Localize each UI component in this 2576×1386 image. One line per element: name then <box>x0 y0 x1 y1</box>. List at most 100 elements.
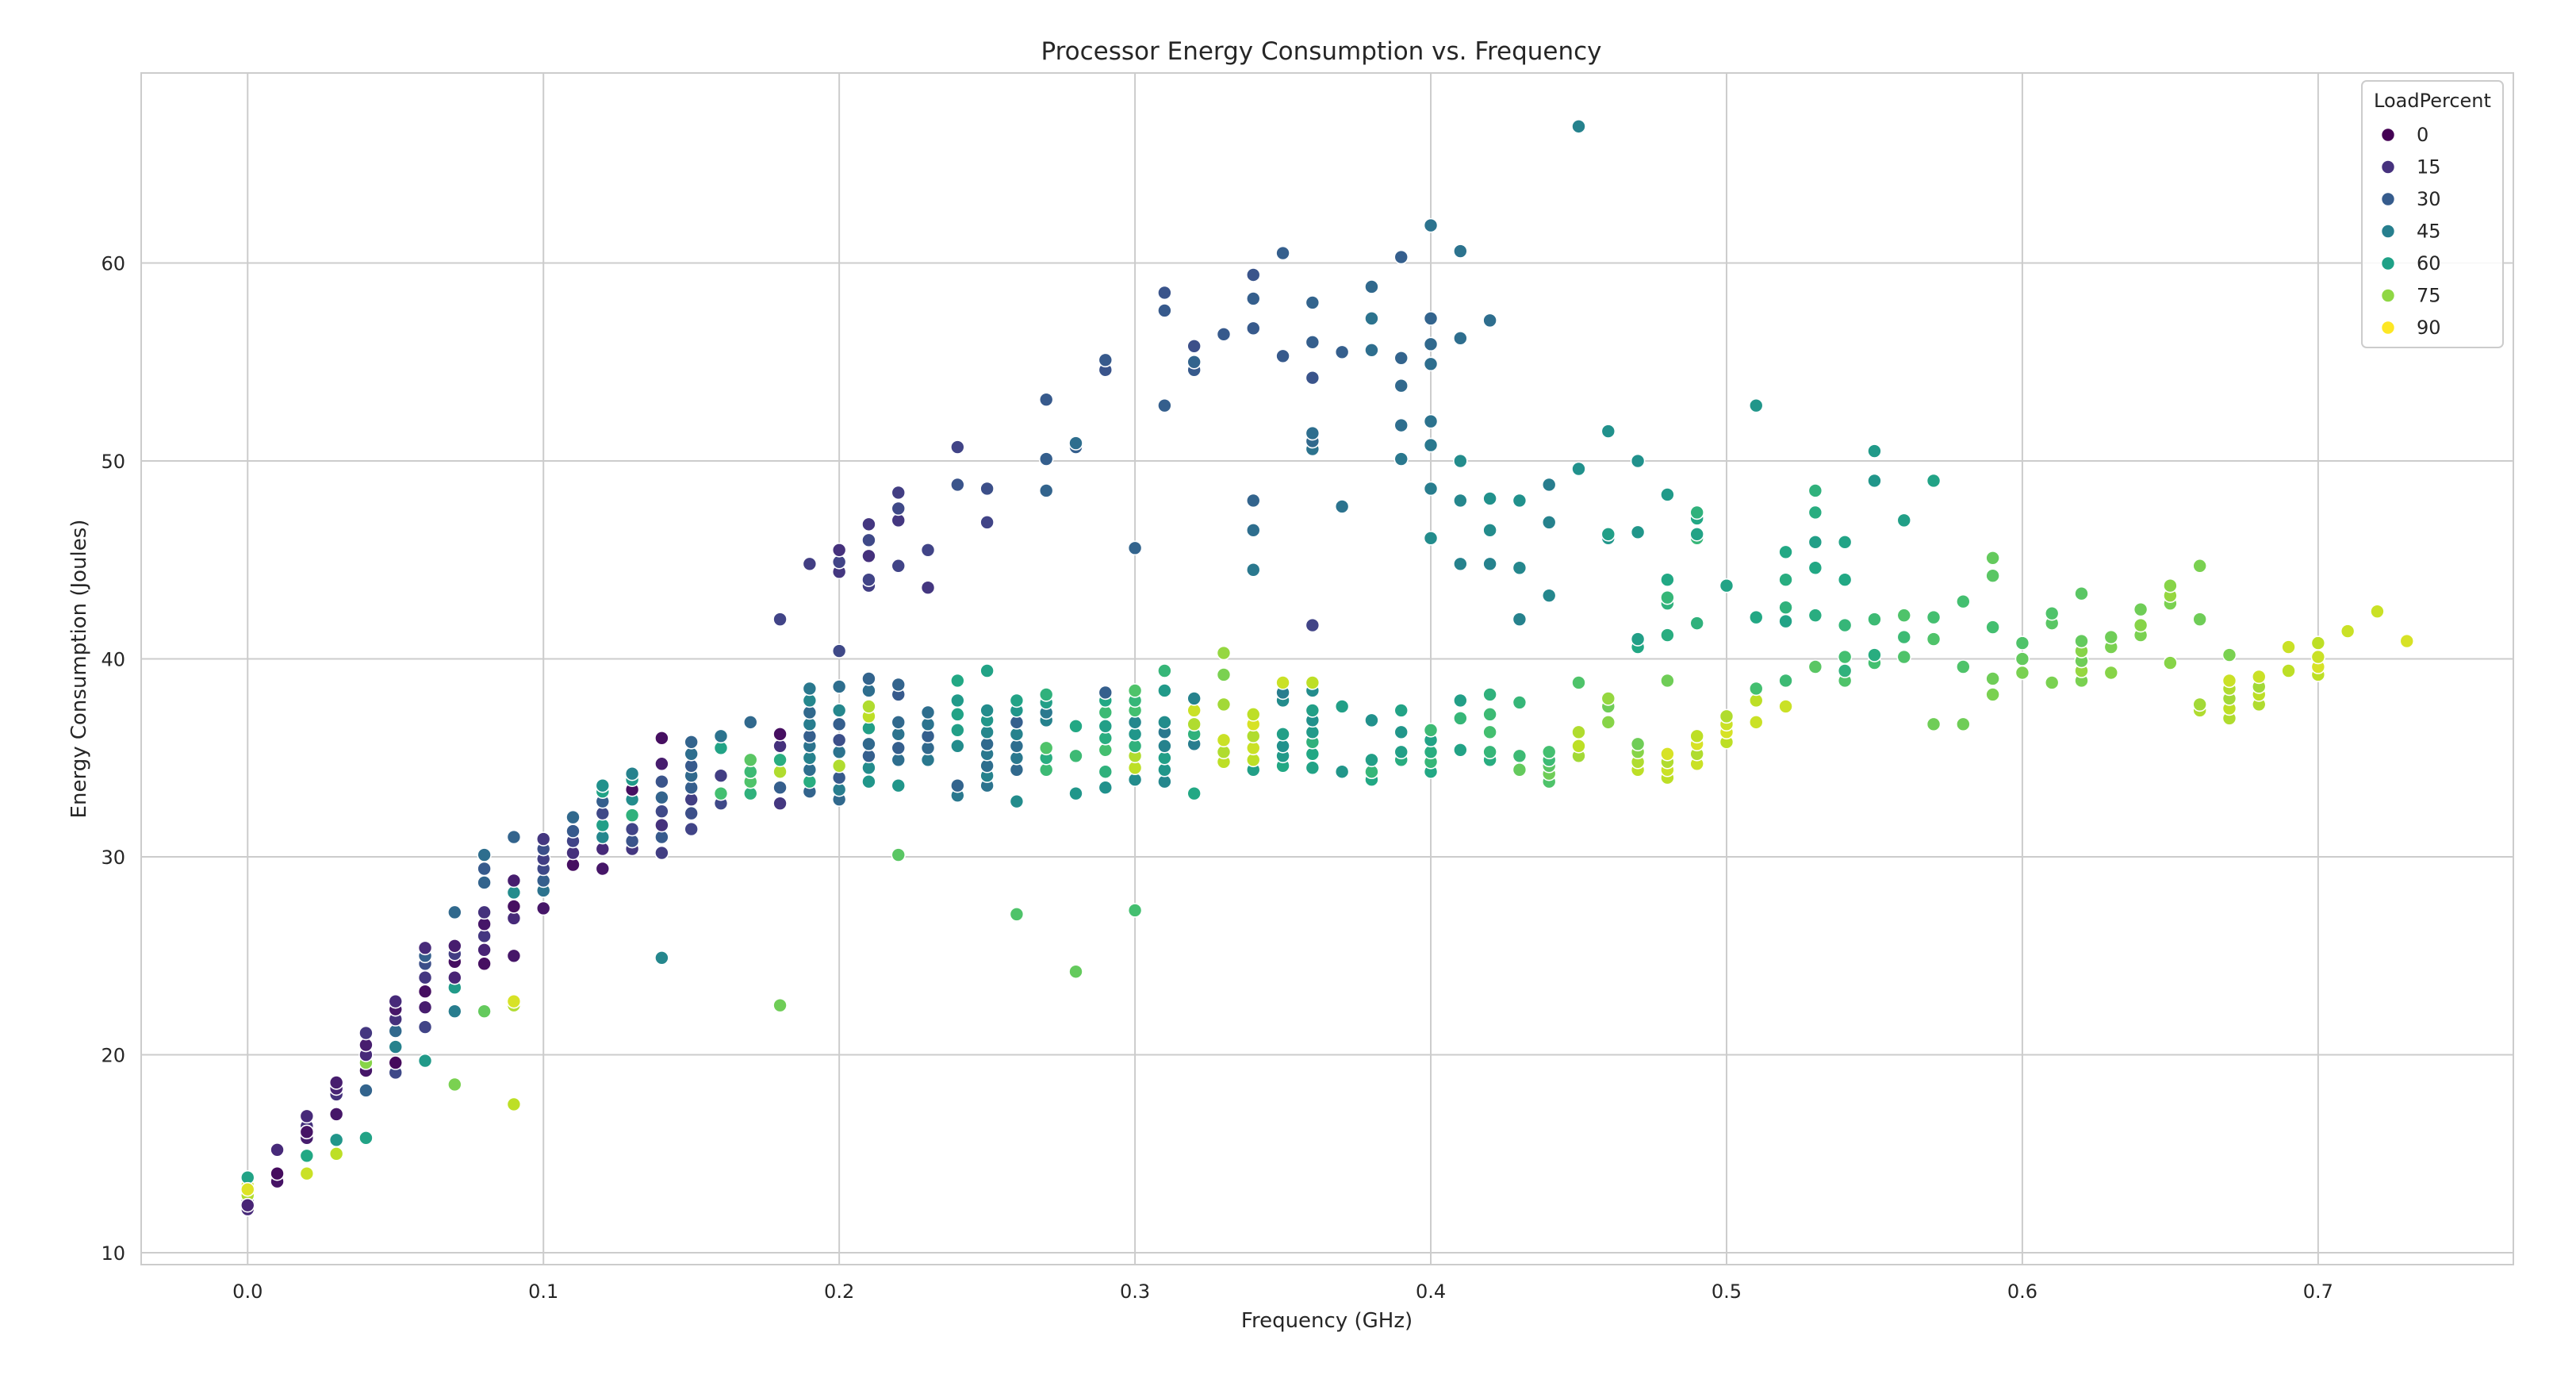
scatter-point <box>1482 707 1497 722</box>
scatter-point <box>506 829 522 845</box>
legend-marker <box>2380 255 2396 271</box>
scatter-point <box>1867 473 1882 489</box>
scatter-point <box>1482 724 1497 740</box>
legend-label: 0 <box>2417 124 2428 146</box>
scatter-point <box>1778 600 1793 615</box>
scatter-point <box>2221 673 2237 689</box>
scatter-point <box>1305 760 1321 776</box>
scatter-point <box>1660 487 1675 502</box>
scatter-point <box>1157 397 1172 413</box>
scatter-point <box>477 847 492 862</box>
scatter-point <box>861 532 876 548</box>
scatter-point <box>1837 663 1853 678</box>
scatter-point <box>861 548 876 564</box>
scatter-point <box>1186 716 1202 732</box>
scatter-point <box>654 950 669 966</box>
scatter-point <box>2103 629 2119 645</box>
scatter-point <box>1571 675 1586 690</box>
scatter-point <box>2192 612 2207 627</box>
scatter-point <box>861 699 876 714</box>
scatter-point <box>831 716 847 732</box>
scatter-point <box>2310 649 2326 665</box>
scatter-point <box>950 707 965 722</box>
x-tick-label: 0.6 <box>2007 1280 2037 1303</box>
scatter-point <box>388 1055 404 1070</box>
scatter-point <box>1453 693 1468 708</box>
scatter-point <box>328 1146 344 1161</box>
scatter-point <box>1098 685 1114 701</box>
scatter-point <box>1630 632 1646 647</box>
scatter-point <box>2014 651 2030 666</box>
scatter-point <box>2074 585 2089 601</box>
scatter-point <box>270 1165 285 1181</box>
x-tick-label: 0.7 <box>2303 1280 2333 1303</box>
grid-lines <box>141 73 2513 1265</box>
scatter-point <box>1807 535 1823 550</box>
scatter-point <box>417 1053 433 1069</box>
scatter-point <box>240 1197 255 1213</box>
scatter-point <box>1600 527 1616 542</box>
scatter-point <box>358 1083 374 1098</box>
scatter-point <box>831 703 847 718</box>
scatter-point <box>1512 493 1528 509</box>
scatter-point <box>1216 645 1232 661</box>
scatter-point <box>1453 453 1468 469</box>
scatter-point <box>1127 683 1143 698</box>
scatter-point <box>802 681 818 697</box>
scatter-point <box>477 956 492 972</box>
scatter-point <box>1748 397 1764 413</box>
scatter-point <box>950 477 965 493</box>
scatter-point <box>1807 608 1823 623</box>
x-tick-label: 0.2 <box>824 1280 854 1303</box>
scatter-point <box>1867 612 1882 627</box>
scatter-point <box>1719 708 1735 724</box>
scatter-point <box>1157 739 1172 754</box>
scatter-point <box>920 542 936 558</box>
scatter-point <box>1305 335 1321 350</box>
scatter-point <box>1068 436 1083 451</box>
x-tick-label: 0.0 <box>232 1280 263 1303</box>
scatter-point <box>1157 285 1172 301</box>
scatter-point <box>1512 748 1528 764</box>
scatter-point <box>1068 719 1083 734</box>
scatter-point <box>535 831 551 847</box>
scatter-point <box>1482 523 1497 538</box>
scatter-point <box>772 727 788 742</box>
scatter-point <box>1098 352 1114 368</box>
scatter-point <box>1541 477 1557 493</box>
scatter-point <box>1157 303 1172 318</box>
scatter-point <box>1098 780 1114 796</box>
scatter-point <box>417 969 433 985</box>
scatter-point <box>1867 647 1882 662</box>
scatter-point <box>1748 681 1764 697</box>
scatter-point <box>1630 453 1646 469</box>
plot-frame <box>140 72 2514 1265</box>
scatter-point <box>1393 724 1409 740</box>
scatter-point <box>1423 723 1439 738</box>
scatter-point <box>2192 558 2207 574</box>
scatter-point <box>299 1165 315 1181</box>
scatter-point <box>831 679 847 694</box>
scatter-point <box>1926 473 1942 489</box>
scatter-point <box>1541 588 1557 603</box>
scatter-point <box>1482 744 1497 760</box>
scatter-point <box>950 673 965 689</box>
scatter-point <box>447 904 462 920</box>
scatter-point <box>1245 707 1261 722</box>
scatter-point <box>1068 964 1083 980</box>
scatter-point <box>891 485 907 501</box>
scatter-point <box>624 766 640 781</box>
scatter-point <box>1068 785 1083 801</box>
scatter-point <box>1956 659 1971 674</box>
scatter-point <box>1778 613 1793 629</box>
scatter-point <box>1364 343 1379 358</box>
scatter-point <box>742 715 758 730</box>
scatter-point <box>1541 515 1557 530</box>
scatter-point <box>1186 785 1202 801</box>
scatter-point <box>2074 633 2089 649</box>
scatter-point <box>891 740 907 756</box>
scatter-point <box>1541 744 1557 760</box>
scatter-point <box>979 515 995 530</box>
scatter-point <box>1719 578 1735 593</box>
scatter-point <box>1038 392 1054 407</box>
